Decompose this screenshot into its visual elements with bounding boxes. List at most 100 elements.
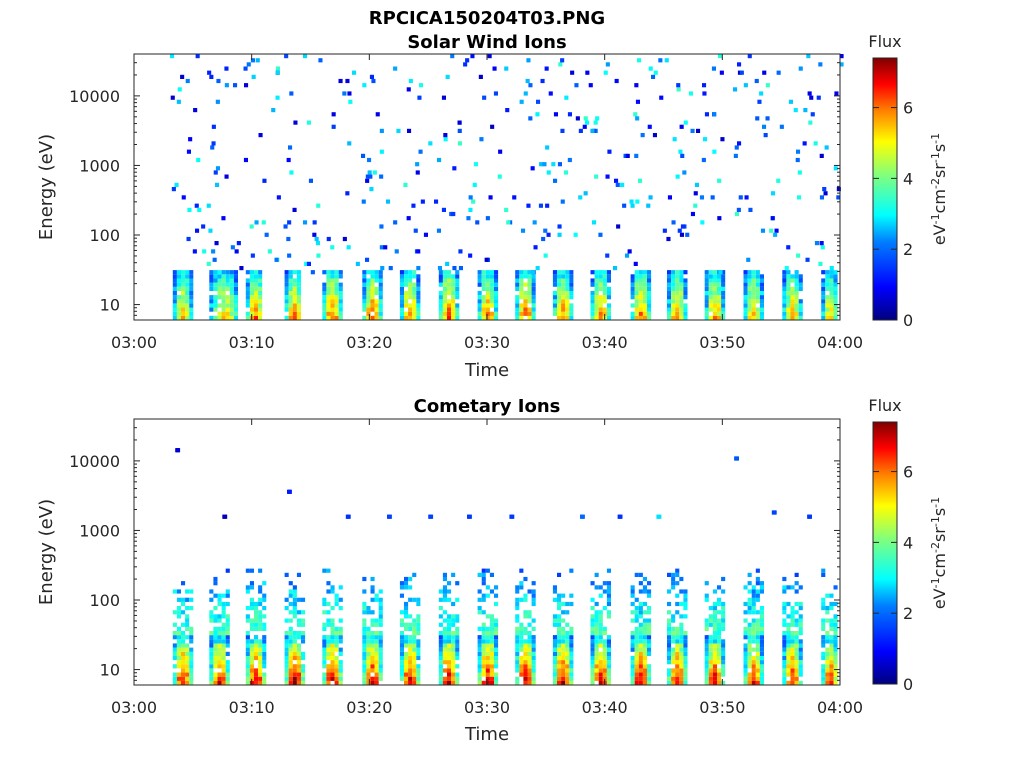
heatmap-cell <box>334 593 339 598</box>
heatmap-cell <box>798 618 803 623</box>
heatmap-cell <box>314 236 319 242</box>
heatmap-cell <box>225 278 230 283</box>
heatmap-cell <box>829 282 834 287</box>
heatmap-cell <box>438 676 443 681</box>
heatmap-cell <box>557 162 562 167</box>
heatmap-cell <box>627 249 632 254</box>
heatmap-cell <box>515 664 520 669</box>
heatmap-cell <box>708 299 713 304</box>
heatmap-cell <box>322 635 327 640</box>
heatmap-cell <box>485 311 490 316</box>
heatmap-cell <box>362 315 367 320</box>
heatmap-cell <box>634 631 639 636</box>
heatmap-cell <box>565 631 570 636</box>
heatmap-cell <box>590 581 595 586</box>
y-tick-label: 10 <box>100 296 120 315</box>
heatmap-cell <box>642 307 647 312</box>
heatmap-cell <box>642 278 647 283</box>
heatmap-cell <box>176 672 181 677</box>
heatmap-cell <box>416 307 421 312</box>
heatmap-cell <box>451 655 456 661</box>
heatmap-cell <box>330 286 335 291</box>
heatmap-cell <box>485 270 490 275</box>
heatmap-cell <box>176 303 181 308</box>
heatmap-cell <box>561 668 566 673</box>
heatmap-cell <box>708 274 713 279</box>
heatmap-cell <box>679 589 684 594</box>
heatmap-cell <box>362 618 367 623</box>
heatmap-cell <box>181 270 186 275</box>
heatmap-cell <box>346 245 351 250</box>
heatmap-cell <box>833 651 838 656</box>
heatmap-cell <box>594 635 599 640</box>
heatmap-cell <box>346 514 351 519</box>
heatmap-cell <box>575 116 580 121</box>
heatmap-cell <box>221 282 226 287</box>
heatmap-cell <box>671 274 676 279</box>
heatmap-cell <box>233 282 238 287</box>
heatmap-cell <box>527 274 532 279</box>
heatmap-cell <box>630 618 635 623</box>
heatmap-cell <box>301 651 306 656</box>
heatmap-cell <box>438 295 443 300</box>
heatmap-cell <box>404 643 409 648</box>
heatmap-cell <box>704 274 709 279</box>
heatmap-cell <box>296 610 301 615</box>
heatmap-cell <box>477 643 482 648</box>
heatmap-cell <box>642 680 647 685</box>
heatmap-cell <box>717 626 722 631</box>
heatmap-cell <box>606 585 611 590</box>
heatmap-cell <box>759 622 764 627</box>
heatmap-cell <box>189 290 194 296</box>
heatmap-cell <box>561 643 566 648</box>
heatmap-cell <box>322 295 327 300</box>
heatmap-cell <box>683 593 688 598</box>
heatmap-cell <box>292 589 297 594</box>
heatmap-cell <box>489 635 494 640</box>
heatmap-cell <box>590 618 595 623</box>
heatmap-cell <box>442 274 447 279</box>
heatmap-cell <box>481 270 486 275</box>
heatmap-cell <box>245 303 250 308</box>
heatmap-cell <box>708 660 713 665</box>
heatmap-cell <box>292 668 297 673</box>
heatmap-cell <box>565 299 570 304</box>
colorbar-tick-label: 2 <box>903 604 913 623</box>
heatmap-cell <box>442 668 447 673</box>
heatmap-cell <box>185 676 190 681</box>
heatmap-cell <box>338 286 343 291</box>
heatmap-cell <box>721 315 726 320</box>
heatmap-cell <box>399 610 404 615</box>
heatmap-cell <box>679 668 684 673</box>
heatmap-cell <box>679 614 684 619</box>
heatmap-cell <box>189 668 194 673</box>
heatmap-cell <box>821 668 826 673</box>
heatmap-cell <box>172 303 177 308</box>
heatmap-cell <box>455 672 460 677</box>
heatmap-cell <box>438 664 443 669</box>
heatmap-cell <box>564 95 569 100</box>
heatmap-cell <box>531 290 536 296</box>
heatmap-cell <box>721 589 726 594</box>
heatmap-cell <box>825 270 830 275</box>
heatmap-cell <box>378 647 383 652</box>
heatmap-cell <box>541 236 546 242</box>
heatmap-cell <box>606 635 611 640</box>
heatmap-cell <box>438 606 443 611</box>
heatmap-cell <box>249 307 254 312</box>
heatmap-cell <box>481 651 486 656</box>
heatmap-cell <box>254 672 259 677</box>
heatmap-cell <box>334 307 339 312</box>
heatmap-cell <box>526 203 531 208</box>
heatmap-cell <box>338 606 343 611</box>
heatmap-cell <box>489 282 494 287</box>
heatmap-cell <box>251 74 256 79</box>
heatmap-cell <box>675 647 680 652</box>
heatmap-cell <box>818 261 823 266</box>
heatmap-cell <box>399 631 404 636</box>
heatmap-cell <box>451 660 456 665</box>
heatmap-cell <box>671 581 676 586</box>
heatmap-cell <box>366 286 371 291</box>
heatmap-cell <box>821 639 826 644</box>
heatmap-cell <box>262 626 267 631</box>
